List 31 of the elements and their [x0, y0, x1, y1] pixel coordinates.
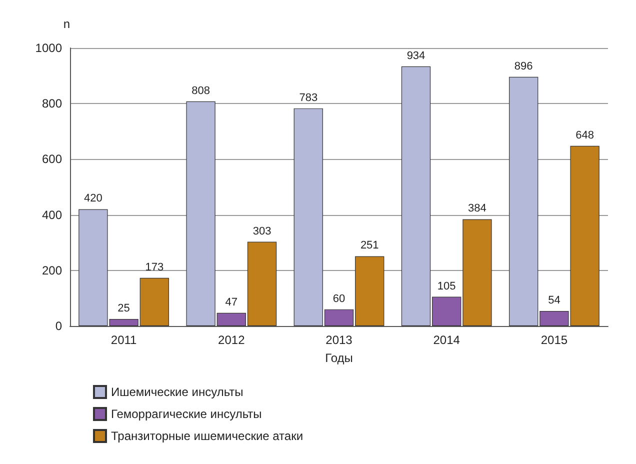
x-tick-label: 2013 — [326, 333, 353, 347]
data-label: 808 — [192, 84, 210, 97]
data-label: 303 — [252, 225, 272, 238]
data-label: 47 — [225, 296, 238, 308]
data-label: 648 — [576, 129, 594, 142]
y-tick-label: 200 — [42, 263, 62, 278]
data-label: 783 — [299, 92, 318, 104]
x-tick-label: 2011 — [110, 333, 138, 347]
data-label: 251 — [360, 240, 379, 252]
data-label: 60 — [332, 292, 346, 305]
data-label: 173 — [145, 261, 164, 274]
data-label: 384 — [468, 202, 486, 215]
legend-label: Ишемические инсульты — [111, 385, 244, 399]
y-tick-label: 600 — [42, 152, 62, 166]
x-tick-label: 2015 — [540, 333, 568, 347]
y-tick-label: 0 — [55, 319, 62, 333]
legend-label: Транзиторные ишемические атаки — [111, 429, 304, 443]
data-label: 105 — [437, 280, 456, 292]
x-tick-label: 2014 — [433, 333, 460, 347]
legend-label: Геморрагические инсульты — [111, 407, 262, 421]
data-label: 54 — [548, 294, 560, 306]
y-tick-label: 1000 — [35, 41, 62, 55]
y-axis-title: n — [63, 17, 70, 31]
y-tick-label: 400 — [42, 208, 62, 222]
data-label: 896 — [514, 60, 533, 72]
x-axis-title: Годы — [325, 351, 353, 365]
data-label: 25 — [118, 302, 130, 315]
y-tick-label: 800 — [42, 96, 62, 111]
data-label: 934 — [406, 50, 426, 62]
x-tick-label: 2012 — [218, 333, 246, 347]
data-label: 420 — [84, 192, 102, 205]
